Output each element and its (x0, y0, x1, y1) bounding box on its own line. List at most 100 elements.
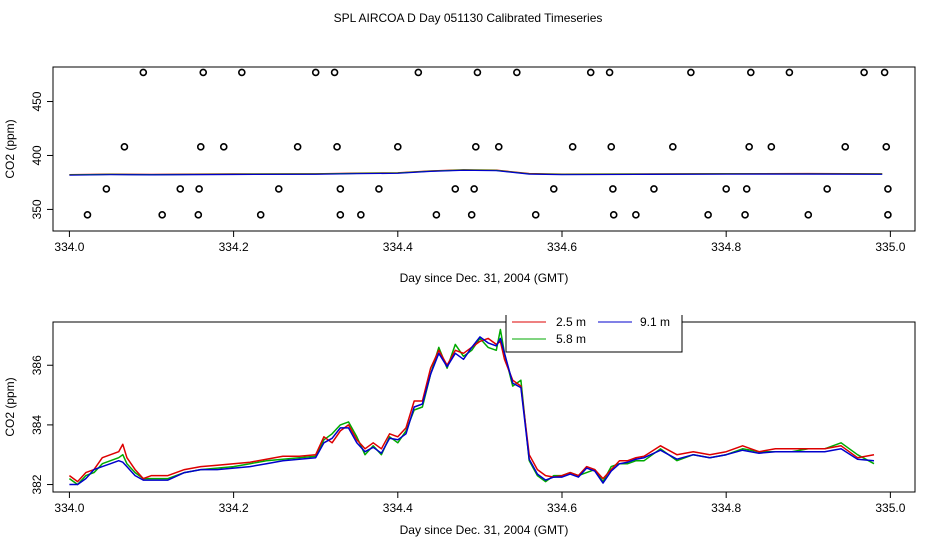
scatter-point (470, 185, 478, 193)
scatter-point (607, 143, 616, 151)
scatter-point (196, 143, 205, 151)
scatter-point (357, 211, 365, 219)
scatter-point (199, 68, 208, 77)
scatter-point (494, 143, 503, 151)
scatter-point (274, 185, 283, 193)
bottom-x-tick-label: 334.8 (711, 501, 741, 515)
scatter-point (102, 185, 111, 193)
scatter-point (531, 211, 540, 219)
scatter-point (375, 185, 383, 193)
scatter-point (745, 143, 753, 151)
scatter-point (414, 68, 423, 77)
top-x-axis: 334.0 334.2 334.4 334.6 334.8 335.0 (54, 231, 906, 254)
scatter-point (513, 68, 521, 77)
scatter-point (120, 143, 129, 151)
bottom-x-tick-label: 334.0 (54, 501, 84, 515)
scatter-point (669, 143, 677, 151)
bottom-y-axis: 382 384 386 (30, 355, 53, 495)
scatter-point (650, 185, 658, 193)
bottom-x-axis: 334.0 334.2 334.4 334.6 334.8 335.0 (54, 492, 906, 515)
top-x-tick-label: 334.8 (711, 240, 741, 254)
scatter-point (722, 185, 730, 193)
scatter-point (393, 143, 402, 151)
bottom-x-tick-label: 335.0 (875, 501, 905, 515)
legend-box (505, 309, 683, 353)
scatter-point (256, 211, 265, 219)
scatter-point (293, 143, 302, 151)
scatter-point (823, 185, 831, 193)
legend-clip-mask (500, 300, 690, 315)
scatter-point (311, 68, 320, 77)
scatter-point (467, 211, 476, 219)
scatter-point (747, 68, 755, 77)
top-y-axis: 350 400 450 (30, 91, 53, 219)
bottom-y-tick-label: 382 (30, 474, 44, 494)
scatter-point (194, 211, 203, 219)
bottom-x-tick-label: 334.6 (547, 501, 577, 515)
top-x-axis-label: Day since Dec. 31, 2004 (GMT) (400, 271, 569, 285)
bottom-x-tick-label: 334.4 (383, 501, 413, 515)
top-x-tick-label: 334.0 (54, 240, 84, 254)
scatter-point (568, 143, 577, 151)
top-plot-frame (52, 66, 916, 232)
top-y-axis-label: CO2 (ppm) (3, 119, 17, 178)
legend-label-9-1m: 9.1 m (640, 315, 670, 329)
scatter-point (176, 185, 185, 193)
scatter-point (687, 68, 695, 77)
scatter-point (605, 68, 614, 77)
series-line-9-1-m (69, 336, 875, 486)
top-y-tick-label: 350 (30, 199, 44, 219)
bottom-plot-frame (52, 321, 916, 493)
scatter-point (473, 68, 482, 77)
bottom-series-lines (68, 328, 875, 486)
scatter-point (549, 185, 558, 193)
legend: 2.5 m 9.1 m 5.8 m (505, 309, 683, 353)
scatter-point (336, 185, 345, 193)
scatter-point (238, 68, 246, 77)
top-series-lines (69, 169, 883, 176)
series-line-5-8-m (68, 328, 875, 486)
bottom-x-tick-label: 334.2 (219, 501, 249, 515)
scatter-point (742, 185, 751, 193)
scatter-point (880, 68, 889, 77)
chart-title: SPL AIRCOA D Day 051130 Calibrated Times… (334, 11, 603, 25)
scatter-point (333, 143, 341, 151)
scatter-point (785, 68, 794, 77)
bottom-x-axis-label: Day since Dec. 31, 2004 (GMT) (400, 523, 569, 537)
scatter-point (767, 143, 776, 151)
scatter-point (884, 211, 892, 219)
bottom-y-axis-label: CO2 (ppm) (3, 377, 17, 436)
scatter-point (139, 68, 148, 77)
scatter-point (432, 211, 441, 219)
bottom-y-tick-label: 386 (30, 355, 44, 375)
top-y-tick-label: 450 (30, 91, 44, 111)
legend-label-2-5m: 2.5 m (556, 315, 586, 329)
bottom-y-tick-label: 384 (30, 415, 44, 435)
bottom-panel: 334.0 334.2 334.4 334.6 334.8 335.0 382 384 386… (3, 300, 916, 537)
top-x-tick-label: 334.4 (383, 240, 413, 254)
top-scatter-points (83, 68, 892, 219)
scatter-point (330, 68, 339, 77)
scatter-point (741, 211, 749, 219)
top-y-tick-label: 400 (30, 145, 44, 165)
scatter-point (471, 143, 480, 151)
scatter-point (804, 211, 813, 219)
top-x-tick-label: 334.2 (219, 240, 249, 254)
scatter-point (336, 211, 345, 219)
scatter-point (860, 68, 868, 77)
series-line-2-5-m (68, 337, 875, 483)
scatter-point (609, 211, 618, 219)
scatter-point (704, 211, 712, 219)
scatter-point (451, 185, 460, 193)
scatter-point (158, 211, 166, 219)
top-panel: 334.0 334.2 334.4 334.6 334.8 335.0 350 400 450… (3, 66, 916, 285)
scatter-point (586, 68, 595, 77)
scatter-point (882, 143, 891, 151)
scatter-point (632, 211, 640, 219)
scatter-point (609, 185, 617, 193)
legend-label-5-8m: 5.8 m (556, 332, 586, 346)
scatter-point (83, 211, 92, 219)
top-x-tick-label: 335.0 (875, 240, 905, 254)
scatter-point (884, 185, 892, 193)
